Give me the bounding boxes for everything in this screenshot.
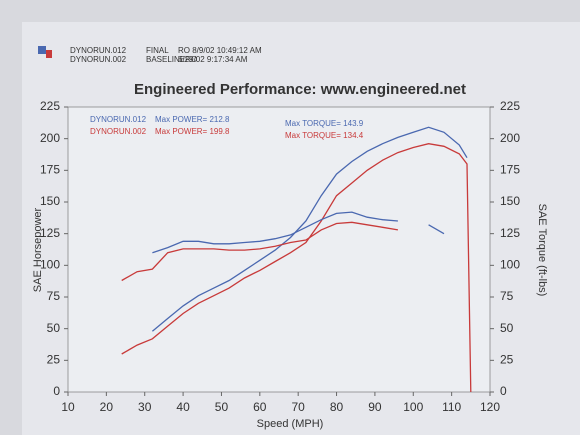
x-tick-label: 10 [61, 400, 75, 414]
y2-tick-label: 150 [500, 194, 520, 208]
y-axis-label: SAE Horsepower [32, 207, 44, 292]
series-line [152, 211, 445, 254]
y2-tick-label: 100 [500, 258, 520, 272]
chart-title: Engineered Performance: www.engineered.n… [134, 81, 466, 98]
y-tick-label: 50 [47, 321, 61, 335]
icon [46, 50, 52, 58]
series-line [121, 143, 472, 393]
x-tick-label: 90 [368, 400, 382, 414]
y2-tick-label: 225 [500, 99, 520, 113]
annotation: Max POWER= 212.8 [155, 115, 230, 124]
y-tick-label: 100 [40, 258, 60, 272]
y2-tick-label: 25 [500, 353, 514, 367]
header-text: FINAL [146, 46, 169, 55]
series-line [151, 126, 468, 332]
x-tick-label: 110 [442, 400, 461, 414]
legend-label: DYNORUN.012 [90, 115, 147, 124]
x-tick-label: 120 [480, 400, 500, 414]
x-tick-label: 80 [330, 400, 344, 414]
y-tick-label: 175 [40, 163, 60, 177]
y2-tick-label: 125 [500, 226, 520, 240]
y-tick-label: 225 [40, 99, 60, 113]
y-tick-label: 75 [47, 289, 61, 303]
y2-tick-label: 175 [500, 163, 520, 177]
y-tick-label: 25 [47, 353, 61, 367]
header-text: 6/29/02 9:17:34 AM [178, 55, 248, 64]
header-text: DYNORUN.012 [70, 46, 127, 55]
y-tick-label: 150 [40, 194, 60, 208]
y-tick-label: 200 [40, 131, 60, 145]
y2-axis-label: SAE Torque (ft-lbs) [536, 204, 548, 297]
y2-tick-label: 75 [500, 289, 514, 303]
header-text: DYNORUN.002 [70, 55, 127, 64]
x-tick-label: 60 [253, 400, 267, 414]
legend-label: DYNORUN.002 [90, 127, 147, 136]
y2-tick-label: 200 [500, 131, 520, 145]
annotation: Max TORQUE= 134.4 [285, 131, 364, 140]
x-tick-label: 30 [138, 400, 152, 414]
y2-tick-label: 0 [500, 384, 507, 398]
x-tick-label: 100 [403, 400, 423, 414]
y-tick-label: 0 [53, 384, 60, 398]
annotation: Max POWER= 199.8 [155, 127, 230, 136]
x-tick-label: 40 [176, 400, 190, 414]
x-tick-label: 50 [215, 400, 229, 414]
x-axis-label: Speed (MPH) [257, 418, 324, 430]
x-tick-label: 20 [100, 400, 114, 414]
icon [38, 46, 46, 54]
plot-area [67, 106, 491, 393]
y2-tick-label: 50 [500, 321, 514, 335]
annotation: Max TORQUE= 143.9 [285, 119, 364, 128]
header-text: RO 8/9/02 10:49:12 AM [178, 46, 262, 55]
x-tick-label: 70 [292, 400, 306, 414]
y-tick-label: 125 [40, 226, 60, 240]
header-text: BASELINERO [146, 55, 197, 64]
